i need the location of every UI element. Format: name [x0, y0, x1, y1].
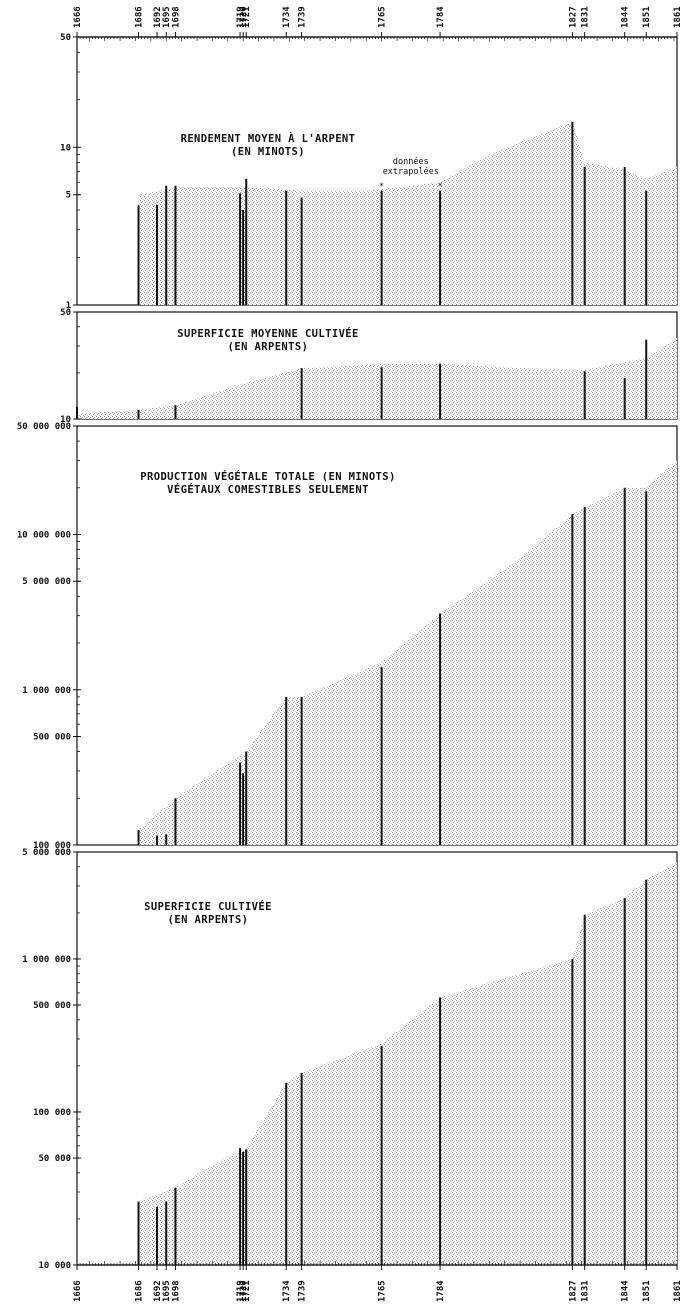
y-tick-label: 10	[60, 143, 71, 153]
year-label-1827: 1827	[568, 1280, 578, 1302]
year-label-1739: 1739	[298, 1280, 308, 1302]
panel-title-line: VÉGÉTAUX COMESTIBLES SEULEMENT	[167, 483, 369, 496]
y-tick-label: 500 000	[33, 732, 71, 742]
year-label-1720: 1720	[239, 1280, 249, 1302]
panel-title-line: (EN ARPENTS)	[228, 341, 309, 353]
y-tick-label: 1 000 000	[22, 686, 71, 696]
panel-title-line: PRODUCTION VÉGÉTALE TOTALE (EN MINOTS)	[140, 470, 395, 483]
panel-superficie-moyenne: 50 10 SUPERFICIE MOYENNE CULTIVÉE(EN ARPEN…	[60, 308, 678, 425]
year-label-1686: 1686	[135, 1280, 145, 1302]
y-tick-label: 1 000 000	[22, 955, 71, 965]
y-tick-label: 5	[66, 191, 71, 201]
year-label-1692: 1692	[153, 6, 163, 28]
panel-title-line: (EN MINOTS)	[231, 146, 305, 158]
y-tick-label: 1	[66, 301, 71, 311]
y-tick-label: 50	[60, 308, 71, 318]
year-label-1851: 1851	[642, 6, 652, 28]
y-tick-label: 50 000	[38, 1154, 71, 1164]
panel-title-line: SUPERFICIE CULTIVÉE	[144, 900, 272, 913]
panel-title-line: RENDEMENT MOYEN À L'ARPENT	[181, 132, 356, 145]
year-label-1721: 1721	[242, 1280, 252, 1302]
panel-title-line: (EN ARPENTS)	[168, 914, 249, 926]
y-tick-label: 10	[60, 415, 71, 425]
y-tick-label: 10 000 000	[17, 531, 71, 541]
annotation-asterisk: *	[379, 182, 384, 192]
year-label-1695: 1695	[162, 6, 172, 28]
year-label-1784: 1784	[436, 6, 446, 28]
year-label-1720: 1720	[239, 6, 249, 28]
trend-area	[138, 862, 677, 1265]
year-label-1686: 1686	[135, 6, 145, 28]
year-label-1861: 1861	[673, 6, 681, 28]
year-label-1734: 1734	[282, 6, 292, 28]
year-label-1844: 1844	[621, 6, 631, 28]
year-label-1831: 1831	[581, 1280, 591, 1302]
panel-rendement-moyen: 50 10 5 1 RENDEMENT MOYEN À L'ARPENT(EN MINO…	[60, 33, 678, 311]
y-tick-label: 50 000 000	[17, 422, 71, 432]
panel-production-vegetale: 50 000 000 10 000 000 5 000 000 1 000 000 50…	[17, 422, 678, 851]
year-label-1698: 1698	[171, 6, 181, 28]
year-label-1861: 1861	[673, 1280, 681, 1302]
year-label-1765: 1765	[378, 6, 388, 28]
year-label-1739: 1739	[298, 6, 308, 28]
year-label-1784: 1784	[436, 1280, 446, 1302]
year-label-1831: 1831	[581, 6, 591, 28]
year-label-1719: 1719	[236, 6, 246, 28]
year-label-1827: 1827	[568, 6, 578, 28]
year-label-1851: 1851	[642, 1280, 652, 1302]
year-label-1666: 1666	[73, 1280, 83, 1302]
year-label-1765: 1765	[378, 1280, 388, 1302]
y-tick-label: 10 000	[38, 1261, 71, 1271]
year-label-1721: 1721	[242, 6, 252, 28]
y-tick-label: 5 000 000	[22, 848, 71, 858]
panel-title-line: SUPERFICIE MOYENNE CULTIVÉE	[177, 327, 358, 340]
y-tick-label: 5 000 000	[22, 577, 71, 587]
year-label-1719: 1719	[236, 1280, 246, 1302]
annotation-text: données	[393, 156, 429, 167]
trend-area	[138, 121, 677, 305]
y-tick-label: 100 000	[33, 1108, 71, 1118]
y-tick-label: 100 000	[33, 841, 71, 851]
trend-area	[138, 460, 677, 845]
y-tick-label: 50	[60, 33, 71, 43]
year-label-1666: 1666	[73, 6, 83, 28]
panel-superficie-cultivee: 5 000 000 1 000 000 500 000 100 000 50 000 10…	[22, 848, 678, 1271]
year-label-1734: 1734	[282, 1280, 292, 1302]
trend-area	[77, 337, 677, 419]
annotation-text: extrapolées	[383, 166, 439, 177]
year-label-1695: 1695	[162, 1280, 172, 1302]
annotation-asterisk: *	[438, 182, 443, 192]
year-label-1692: 1692	[153, 1280, 163, 1302]
year-label-1844: 1844	[621, 1280, 631, 1302]
year-label-1698: 1698	[171, 1280, 181, 1302]
y-tick-label: 500 000	[33, 1001, 71, 1011]
